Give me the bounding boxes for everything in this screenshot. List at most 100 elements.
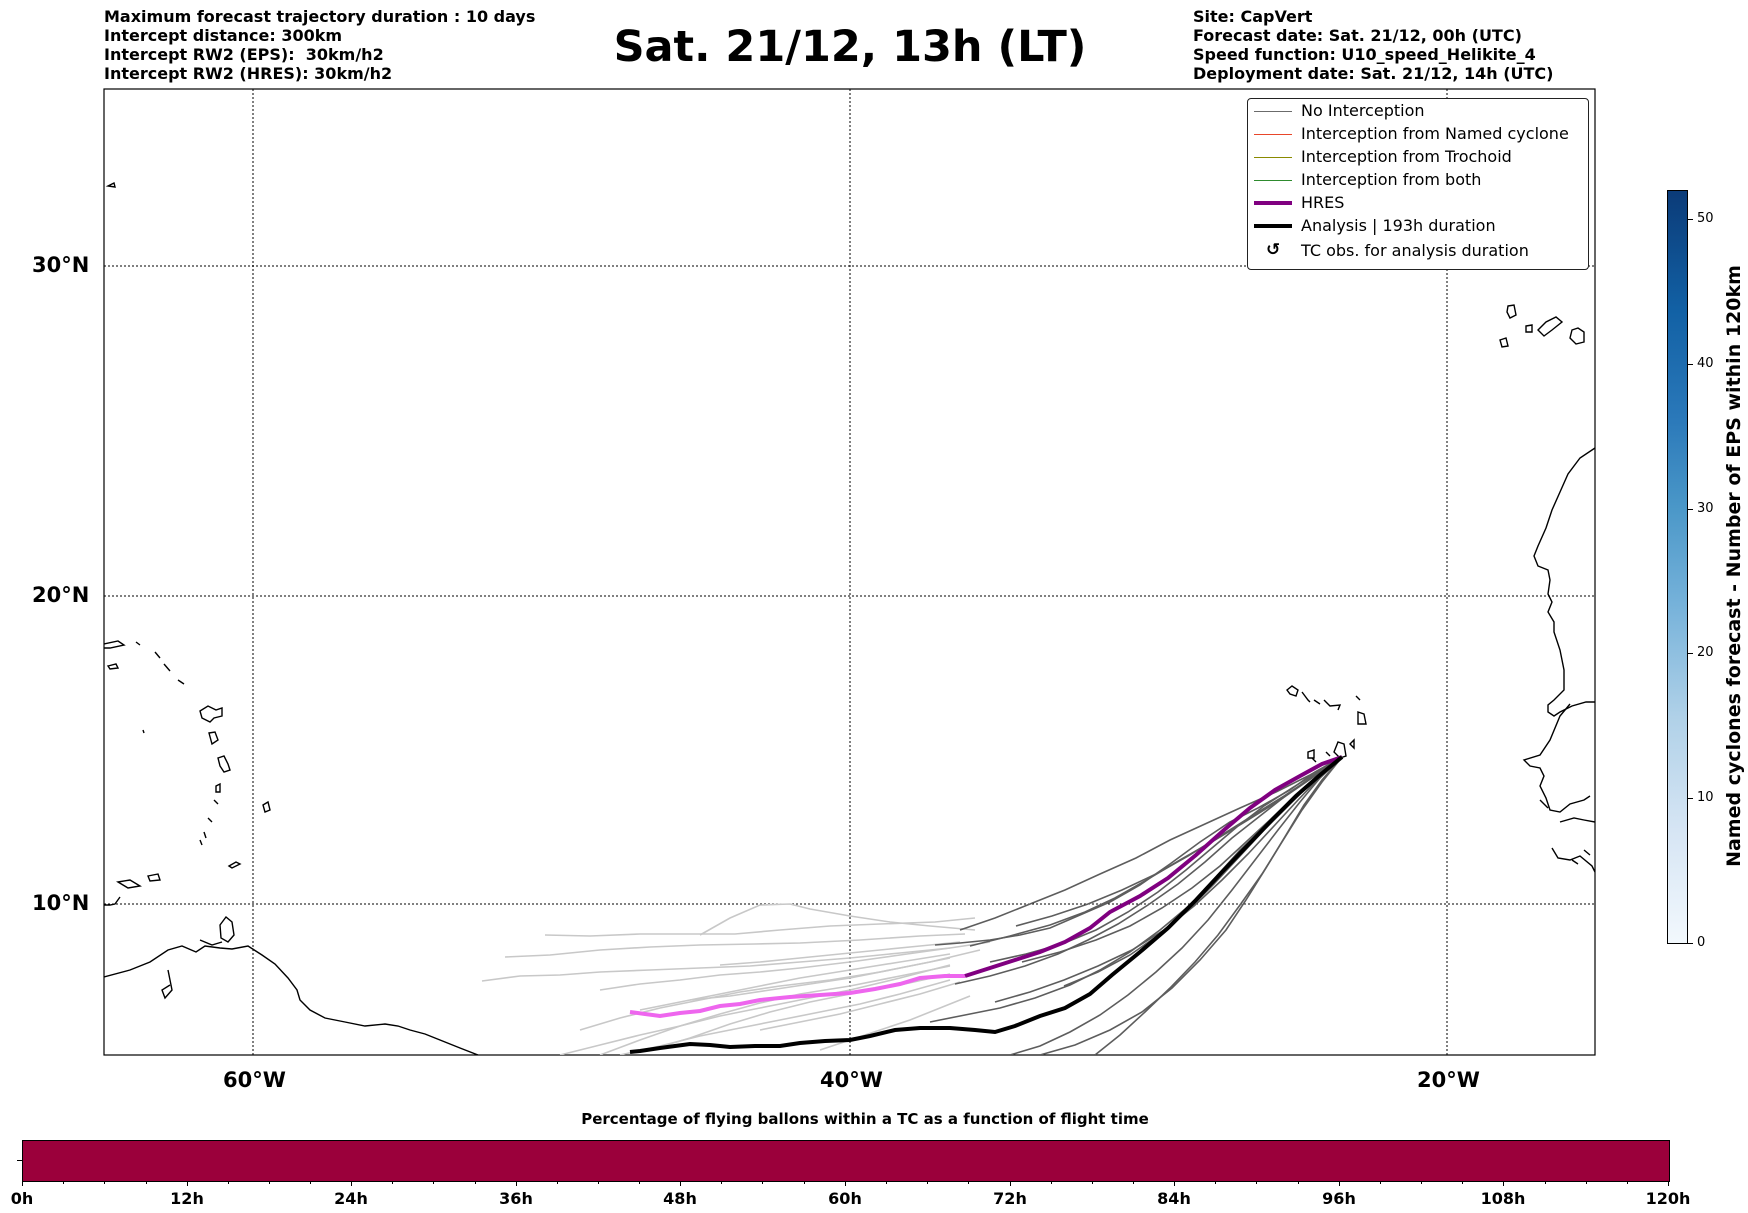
bar-tick [1174, 1181, 1175, 1186]
eps-trajectory [619, 979, 951, 1055]
bar-minor-tick [1545, 1181, 1546, 1184]
colorbar-tick [1688, 943, 1693, 944]
eps-trajectory [994, 756, 1343, 1003]
legend-line-analysis [1254, 224, 1292, 228]
eps-trajectory [719, 941, 961, 966]
eps-trajectory [559, 964, 951, 1055]
bar-tick-label: 72h [993, 1189, 1027, 1208]
legend-item-named-cyclone[interactable]: Interception from Named cyclone [1248, 123, 1588, 146]
bar-minor-tick [1092, 1181, 1093, 1184]
map-legend: No Interception Interception from Named … [1247, 98, 1589, 270]
hres-trajectory-late [629, 974, 965, 1019]
bar-minor-tick [310, 1181, 311, 1184]
africa-coast [1533, 447, 1595, 717]
colorbar-tick [1688, 219, 1693, 220]
small-islands-nw [105, 181, 145, 734]
eps-trajectory [639, 953, 951, 1011]
legend-line-both [1254, 180, 1292, 181]
legend-label: Interception from both [1301, 170, 1482, 189]
legend-line-no-interception [1254, 111, 1292, 112]
legend-item-trochoid[interactable]: Interception from Trochoid [1248, 146, 1588, 169]
puerto-rico [104, 640, 126, 649]
bar-minor-tick [598, 1181, 599, 1184]
colorbar-tick-label: 0 [1697, 935, 1706, 950]
eps-trajectory [1094, 756, 1343, 1055]
legend-line-named-cyclone [1254, 134, 1292, 135]
legend-line-trochoid [1254, 157, 1292, 158]
lat-label-10n: 10°N [32, 891, 90, 915]
legend-item-hres[interactable]: HRES [1248, 192, 1588, 215]
hres-trajectory [964, 755, 1343, 978]
bar-minor-tick [927, 1181, 928, 1184]
eps-trajectory [689, 957, 951, 1001]
lon-label-60w: 60°W [223, 1068, 286, 1092]
eps-trajectory [599, 965, 951, 1055]
guinea-bissau-islands [1551, 847, 1595, 873]
bar-minor-tick [1133, 1181, 1134, 1184]
bar-tick [1010, 1181, 1011, 1186]
bar-tick [516, 1181, 517, 1186]
legend-item-analysis[interactable]: Analysis | 193h duration [1248, 215, 1588, 238]
bar-minor-tick [1586, 1181, 1587, 1184]
eps-trajectory [1009, 756, 1343, 1055]
bar-minor-tick [1462, 1181, 1463, 1184]
eps-trajectory [954, 756, 1343, 985]
eps-trajectory [504, 933, 966, 958]
percentage-bar-ytick [17, 1160, 22, 1161]
legend-label: TC obs. for analysis duration [1301, 241, 1529, 260]
lat-label-20n: 20°N [32, 583, 90, 607]
bar-tick [1668, 1181, 1669, 1186]
colorbar-tick-label: 10 [1697, 790, 1714, 805]
bar-minor-tick [1380, 1181, 1381, 1184]
bar-minor-tick [886, 1181, 887, 1184]
legend-label: Interception from Named cyclone [1301, 124, 1569, 143]
bar-minor-tick [762, 1181, 763, 1184]
dominica [208, 731, 219, 746]
header-right-info: Site: CapVert Forecast date: Sat. 21/12,… [1193, 7, 1553, 83]
eps-trajectory [481, 941, 991, 982]
martinique [217, 755, 231, 773]
colorbar-tick-label: 20 [1697, 645, 1714, 660]
bar-minor-tick [1215, 1181, 1216, 1184]
colorbar-label: Named cyclones forecast - Number of EPS … [1723, 265, 1745, 867]
bar-tick-label: 84h [1157, 1189, 1191, 1208]
bar-tick-label: 12h [170, 1189, 204, 1208]
bar-minor-tick [804, 1181, 805, 1184]
bar-minor-tick [269, 1181, 270, 1184]
st-lucia [215, 782, 221, 793]
bottom-bar-title: Percentage of flying ballons within a TC… [581, 1110, 1149, 1128]
colorbar-tick-label: 40 [1697, 356, 1714, 371]
bar-minor-tick [104, 1181, 105, 1184]
st-vincent-grenadines [199, 799, 219, 846]
bar-tick-label: 108h [1480, 1189, 1526, 1208]
barbados [262, 800, 271, 813]
cyclone-icon: ↺ [1266, 240, 1281, 260]
trinidad-coast [219, 915, 235, 943]
bar-minor-tick [1421, 1181, 1422, 1184]
bar-tick [1503, 1181, 1504, 1186]
bar-minor-tick [1298, 1181, 1299, 1184]
colorbar-tick [1688, 653, 1693, 654]
legend-item-no-interception[interactable]: No Interception [1248, 100, 1588, 123]
tobago [227, 861, 242, 869]
colorbar-tick [1688, 509, 1693, 510]
intercept-eps-text: Intercept RW2 (EPS): 30km/h2 [104, 45, 384, 64]
colorbar-tick [1688, 364, 1693, 365]
bar-minor-tick [1627, 1181, 1628, 1184]
cape-verde-islands [1286, 685, 1367, 763]
virgin-islands [106, 641, 185, 685]
lon-label-20w: 20°W [1417, 1068, 1480, 1092]
bar-minor-tick [968, 1181, 969, 1184]
header-left-info: Maximum forecast trajectory duration : 1… [104, 7, 535, 83]
guadeloupe [199, 705, 223, 723]
forecast-date-text: Forecast date: Sat. 21/12, 00h (UTC) [1193, 26, 1522, 45]
intercept-hres-text: Intercept RW2 (HRES): 30km/h2 [104, 64, 393, 83]
bar-minor-tick [1051, 1181, 1052, 1184]
bar-tick [845, 1181, 846, 1186]
bar-minor-tick [557, 1181, 558, 1184]
guyana-coast-detail [161, 939, 223, 1000]
legend-item-tc-obs[interactable]: ↺ TC obs. for analysis duration [1248, 240, 1588, 263]
bar-minor-tick [721, 1181, 722, 1184]
legend-item-both[interactable]: Interception from both [1248, 169, 1588, 192]
bar-tick-label: 24h [334, 1189, 368, 1208]
